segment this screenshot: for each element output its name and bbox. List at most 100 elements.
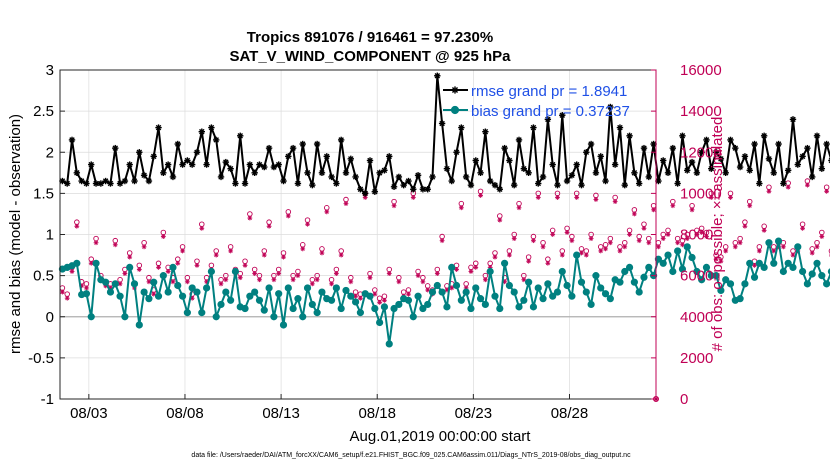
bias-point xyxy=(712,272,720,280)
rmse-point xyxy=(213,136,220,144)
asterisk-stroke xyxy=(559,112,566,118)
rmse-point xyxy=(424,186,431,193)
rmse-point xyxy=(64,180,71,187)
bias-point xyxy=(486,267,494,276)
bias-point xyxy=(491,292,499,300)
left-tick-label: 1.5 xyxy=(33,185,54,202)
asterisk-stroke xyxy=(199,226,204,231)
asterisk-stroke xyxy=(309,182,316,188)
asterisk-stroke xyxy=(420,186,426,193)
asterisk-stroke xyxy=(694,170,700,176)
rmse-point xyxy=(241,180,249,187)
bias-point xyxy=(467,304,475,313)
rmse-point xyxy=(289,144,297,152)
rmse-point xyxy=(482,128,489,135)
obs-assimilated-point xyxy=(285,213,291,219)
rmse-point xyxy=(164,161,172,168)
asterisk-stroke xyxy=(569,172,575,179)
asterisk-stroke xyxy=(815,244,820,249)
rmse-point xyxy=(342,169,350,177)
rmse-point xyxy=(116,180,124,187)
obs-assimilated-point xyxy=(785,184,791,190)
asterisk-stroke xyxy=(795,161,801,168)
rmse-point xyxy=(789,116,797,123)
rmse-point xyxy=(395,173,403,181)
asterisk-stroke xyxy=(800,226,805,231)
bias-point xyxy=(789,263,797,271)
obs-assimilated-point xyxy=(761,227,767,233)
obs-possible-point xyxy=(660,231,666,238)
obs-assimilated-point xyxy=(555,195,560,200)
obs-possible-point xyxy=(732,239,739,246)
obs-assimilated-point xyxy=(521,277,527,283)
rmse-point xyxy=(265,144,273,152)
obs-assimilated-point xyxy=(550,232,556,237)
asterisk-stroke xyxy=(451,86,459,94)
left-tick-label: -0.5 xyxy=(28,350,54,367)
bias-point xyxy=(606,295,614,303)
obs-possible-point xyxy=(804,178,811,184)
rmse-point xyxy=(448,177,455,185)
asterisk-stroke xyxy=(656,244,661,249)
obs-assimilated-point xyxy=(141,244,147,250)
obs-assimilated-point xyxy=(406,291,411,297)
rmse-point xyxy=(501,144,508,152)
asterisk-stroke xyxy=(386,153,392,160)
rmse-point xyxy=(333,180,340,187)
obs-assimilated-point xyxy=(723,248,729,254)
asterisk-stroke xyxy=(208,124,215,131)
asterisk-stroke xyxy=(381,167,388,174)
asterisk-stroke xyxy=(285,153,292,160)
asterisk-stroke xyxy=(78,178,85,184)
asterisk-stroke xyxy=(60,290,65,295)
asterisk-stroke xyxy=(256,161,263,168)
bias-point xyxy=(755,259,763,267)
asterisk-stroke xyxy=(627,232,632,237)
asterisk-stroke xyxy=(170,174,176,180)
asterisk-stroke xyxy=(247,161,253,168)
obs-assimilated-point xyxy=(295,273,301,279)
obs-assimilated-point xyxy=(588,236,594,242)
asterisk-stroke xyxy=(243,263,248,268)
asterisk-stroke xyxy=(583,149,590,156)
asterisk-stroke xyxy=(699,230,704,235)
asterisk-stroke xyxy=(324,209,329,214)
asterisk-stroke xyxy=(670,145,676,151)
asterisk-stroke xyxy=(319,250,324,256)
asterisk-stroke xyxy=(613,199,618,204)
bias-point xyxy=(231,267,240,276)
bias-point xyxy=(621,267,629,276)
asterisk-stroke xyxy=(723,248,728,253)
bias-point xyxy=(260,306,268,314)
bias-point xyxy=(529,303,538,311)
rmse-point xyxy=(251,169,258,177)
rmse-point xyxy=(222,158,230,166)
asterisk-stroke xyxy=(440,238,445,243)
rmse-point xyxy=(405,177,412,185)
asterisk-stroke xyxy=(261,164,268,170)
rmse-point xyxy=(539,173,547,181)
asterisk-stroke xyxy=(646,174,652,180)
rmse-point xyxy=(611,161,619,168)
obs-assimilated-point xyxy=(752,262,757,268)
asterisk-stroke xyxy=(93,180,99,187)
rmse-point xyxy=(78,177,85,185)
asterisk-stroke xyxy=(819,165,825,172)
obs-assimilated-point xyxy=(319,250,325,256)
obs-assimilated-point xyxy=(136,267,142,272)
rmse-point xyxy=(270,163,278,171)
rmse-point xyxy=(261,163,268,171)
asterisk-stroke xyxy=(310,281,315,286)
asterisk-stroke xyxy=(694,232,699,237)
asterisk-stroke xyxy=(521,165,527,172)
rmse-point xyxy=(520,165,528,172)
asterisk-stroke xyxy=(713,149,719,156)
rmse-point xyxy=(347,155,354,163)
asterisk-stroke xyxy=(511,182,517,188)
asterisk-stroke xyxy=(569,238,574,243)
asterisk-stroke xyxy=(267,224,272,229)
bias-point xyxy=(342,286,350,295)
asterisk-stroke xyxy=(478,193,483,198)
obs-assimilated-point xyxy=(333,271,339,276)
asterisk-stroke xyxy=(64,180,70,187)
